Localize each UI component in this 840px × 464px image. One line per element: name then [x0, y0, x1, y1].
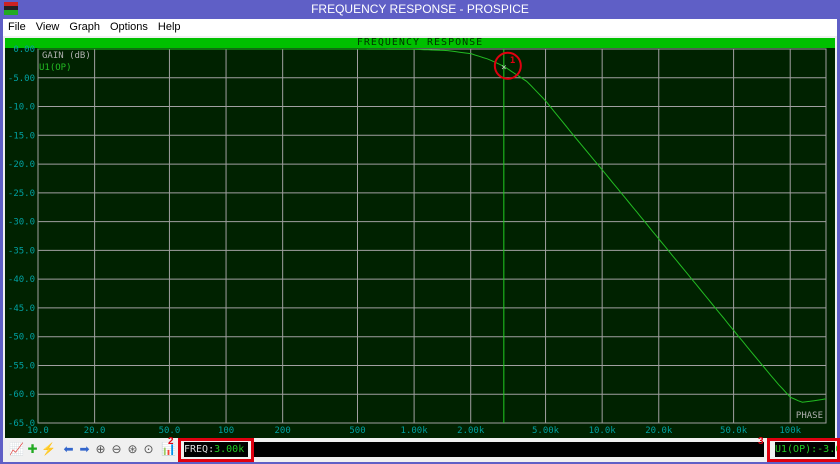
menu-view[interactable]: View: [35, 21, 60, 33]
title-bar: FREQUENCY RESPONSE - PROSPICE: [0, 0, 840, 18]
y-tick-label: -55.0: [8, 361, 35, 371]
menu-options[interactable]: Options: [109, 21, 148, 33]
plot-border: [37, 48, 827, 424]
y-axis-label: GAIN (dB): [42, 51, 91, 61]
menu-file[interactable]: File: [8, 21, 26, 33]
y-tick-label: -20.0: [8, 160, 35, 170]
pan-right-icon[interactable]: ➡: [79, 442, 90, 456]
annotation-2: 2: [168, 436, 174, 447]
y-tick-label: -45.0: [8, 304, 35, 314]
zoom-out-icon[interactable]: ⊖: [111, 442, 122, 456]
y-tick-label: -15.0: [8, 131, 35, 141]
freq-readout: FREQ:3.00k: [184, 442, 248, 457]
trace-line-u1-op: [38, 48, 827, 403]
y-tick-label: -35.0: [8, 246, 35, 256]
trace-readout: U1(OP):-3.09: [775, 442, 840, 457]
annotation-circle-1: [493, 51, 522, 80]
trace-value: -3.09: [817, 444, 840, 455]
annotation-3: 3: [758, 436, 764, 447]
graph-title: FREQUENCY RESPONSE: [5, 38, 835, 48]
right-axis-label: PHASE: [796, 411, 823, 421]
y-tick-label: -65.0: [8, 419, 35, 429]
highlight-box-2: [178, 438, 254, 462]
highlight-box-3: [767, 438, 840, 462]
x-tick-label: 5.00k: [532, 426, 560, 436]
y-tick-label: -40.0: [8, 275, 35, 285]
freq-value: 3.00k: [214, 444, 245, 455]
trace-label: U1(OP):: [775, 444, 818, 455]
x-tick-label: 100: [218, 426, 234, 436]
zoom-area-icon[interactable]: ⊙: [143, 442, 154, 456]
x-tick-label: 500: [349, 426, 365, 436]
menu-graph[interactable]: Graph: [69, 21, 100, 33]
graph-settings-icon[interactable]: 📈: [9, 442, 24, 456]
y-tick-label: -25.0: [8, 189, 35, 199]
status-bar: [254, 442, 764, 457]
x-tick-label: 20.0k: [645, 426, 673, 436]
app-icon: [4, 2, 18, 15]
y-tick-label: -60.0: [8, 390, 35, 400]
trace-legend: U1(OP): [39, 63, 72, 73]
y-tick-label: -50.0: [8, 333, 35, 343]
x-tick-label: 100k: [779, 426, 801, 436]
x-tick-label: 10.0: [27, 426, 49, 436]
cursor-marker: ×: [501, 63, 506, 73]
x-tick-label: 50.0k: [720, 426, 748, 436]
freq-label: FREQ:: [184, 444, 215, 455]
x-tick-label: 50.0: [159, 426, 181, 436]
y-tick-label: 0.00: [13, 45, 35, 55]
graph-properties-icon[interactable]: 📊: [161, 442, 176, 456]
simulate-icon[interactable]: ⚡: [41, 442, 56, 456]
window-title: FREQUENCY RESPONSE - PROSPICE: [311, 2, 529, 16]
x-tick-label: 2.00k: [457, 426, 485, 436]
menu-bar: File View Graph Options Help: [3, 19, 837, 36]
annotation-1: 1: [510, 56, 515, 66]
x-tick-label: 200: [275, 426, 291, 436]
add-trace-icon[interactable]: ✚: [27, 442, 38, 456]
menu-help[interactable]: Help: [157, 21, 181, 33]
frequency-response-chart[interactable]: 0.00 -5.00 -10.0 -15.0 -20.0 -25.0 -30.0 -35.0 -…: [5, 38, 835, 438]
y-tick-label: -30.0: [8, 218, 35, 228]
x-tick-label: 20.0: [84, 426, 106, 436]
pan-left-icon[interactable]: ⬅: [63, 442, 74, 456]
x-tick-label: 1.00k: [401, 426, 429, 436]
x-tick-label: 10.0k: [589, 426, 617, 436]
y-tick-label: -5.00: [8, 74, 35, 84]
graph-panel: FREQUENCY RESPONSE 0.00 -5.00 -10.0 -15.0 -2…: [5, 38, 835, 438]
y-tick-label: -10.0: [8, 103, 35, 113]
zoom-in-icon[interactable]: ⊕: [95, 442, 106, 456]
zoom-all-icon[interactable]: ⊛: [127, 442, 138, 456]
